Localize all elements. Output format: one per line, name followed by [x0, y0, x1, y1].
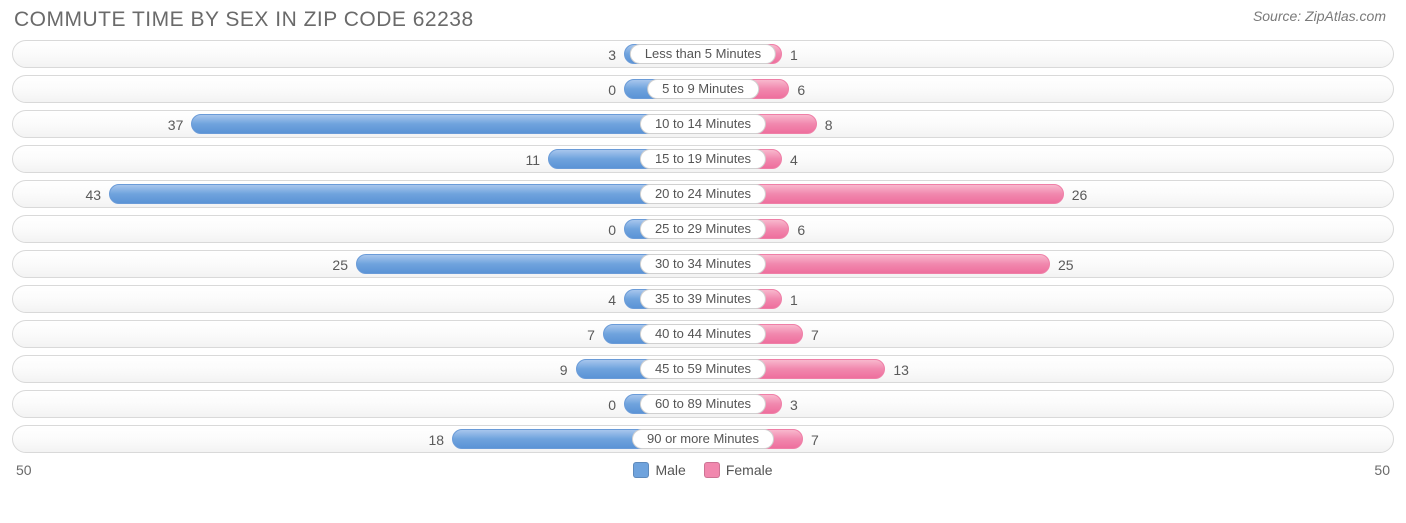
legend-male-label: Male: [655, 462, 685, 478]
chart-footer: 50 Male Female 50: [0, 460, 1406, 478]
male-value: 25: [332, 251, 348, 279]
category-pill: 15 to 19 Minutes: [640, 149, 766, 169]
male-value: 9: [560, 356, 568, 384]
chart-row: 37 8 10 to 14 Minutes: [12, 110, 1394, 138]
female-value: 8: [825, 111, 833, 139]
category-pill: 90 or more Minutes: [632, 429, 774, 449]
chart-header: COMMUTE TIME BY SEX IN ZIP CODE 62238 So…: [0, 0, 1406, 40]
chart-row: 0 6 5 to 9 Minutes: [12, 75, 1394, 103]
category-pill: 30 to 34 Minutes: [640, 254, 766, 274]
female-swatch-icon: [704, 462, 720, 478]
legend-item-female: Female: [704, 462, 773, 478]
chart-row: 0 3 60 to 89 Minutes: [12, 390, 1394, 418]
chart-row: 0 6 25 to 29 Minutes: [12, 215, 1394, 243]
chart-row: 11 4 15 to 19 Minutes: [12, 145, 1394, 173]
female-value: 25: [1058, 251, 1074, 279]
legend-female-label: Female: [726, 462, 773, 478]
male-value: 0: [608, 216, 616, 244]
legend: Male Female: [633, 462, 772, 478]
category-pill: 45 to 59 Minutes: [640, 359, 766, 379]
category-pill: 35 to 39 Minutes: [640, 289, 766, 309]
category-pill: 20 to 24 Minutes: [640, 184, 766, 204]
chart-source: Source: ZipAtlas.com: [1253, 8, 1386, 24]
legend-item-male: Male: [633, 462, 685, 478]
male-swatch-icon: [633, 462, 649, 478]
male-value: 18: [428, 426, 444, 454]
chart-row: 43 26 20 to 24 Minutes: [12, 180, 1394, 208]
chart-title: COMMUTE TIME BY SEX IN ZIP CODE 62238: [14, 8, 474, 32]
category-pill: 60 to 89 Minutes: [640, 394, 766, 414]
category-pill: 40 to 44 Minutes: [640, 324, 766, 344]
male-value: 3: [608, 41, 616, 69]
female-value: 4: [790, 146, 798, 174]
chart-row: 7 7 40 to 44 Minutes: [12, 320, 1394, 348]
category-pill: 25 to 29 Minutes: [640, 219, 766, 239]
category-pill: 10 to 14 Minutes: [640, 114, 766, 134]
female-value: 13: [893, 356, 909, 384]
female-value: 1: [790, 41, 798, 69]
chart-area: 31Less than 5 Minutes065 to 9 Minutes378…: [0, 40, 1406, 453]
chart-row: 25 25 30 to 34 Minutes: [12, 250, 1394, 278]
female-value: 1: [790, 286, 798, 314]
axis-right-max: 50: [1374, 462, 1390, 478]
male-value: 4: [608, 286, 616, 314]
axis-left-max: 50: [16, 462, 32, 478]
female-value: 6: [797, 76, 805, 104]
male-value: 37: [168, 111, 184, 139]
male-value: 7: [587, 321, 595, 349]
category-pill: 5 to 9 Minutes: [647, 79, 759, 99]
male-bar: [191, 114, 699, 134]
female-value: 3: [790, 391, 798, 419]
female-value: 26: [1072, 181, 1088, 209]
male-bar: [109, 184, 699, 204]
male-value: 0: [608, 391, 616, 419]
category-pill: Less than 5 Minutes: [630, 44, 776, 64]
chart-row: 18 7 90 or more Minutes: [12, 425, 1394, 453]
female-value: 7: [811, 321, 819, 349]
chart-row: 9 13 45 to 59 Minutes: [12, 355, 1394, 383]
chart-row: 4 1 35 to 39 Minutes: [12, 285, 1394, 313]
male-value: 11: [526, 146, 541, 174]
male-value: 0: [608, 76, 616, 104]
female-value: 6: [797, 216, 805, 244]
chart-row: 3 1 Less than 5 Minutes: [12, 40, 1394, 68]
male-value: 43: [85, 181, 101, 209]
female-value: 7: [811, 426, 819, 454]
